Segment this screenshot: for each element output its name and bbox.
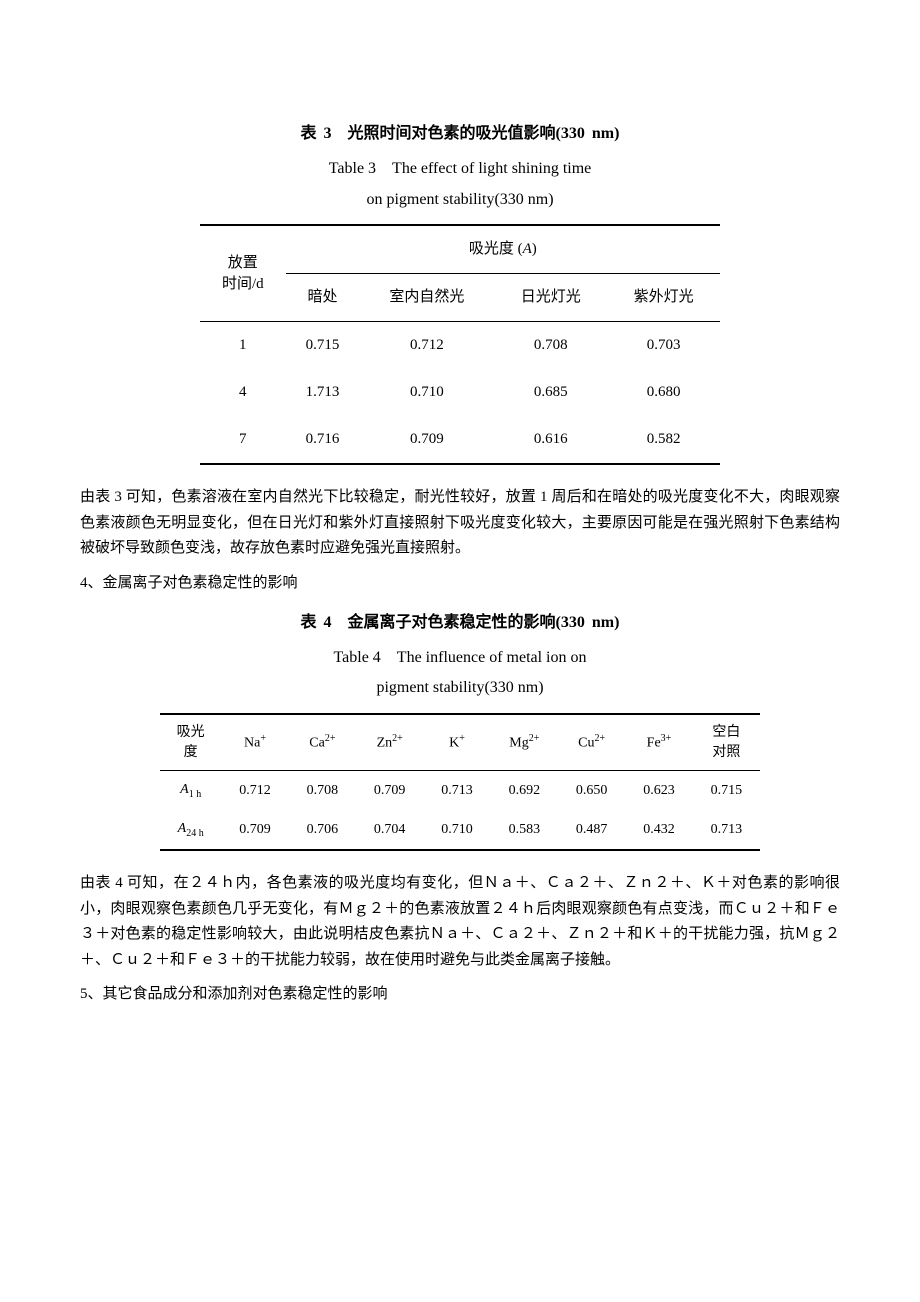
table4-header-absorbance: 吸光 度	[160, 714, 221, 771]
table4-section: 表 4 金属离子对色素稳定性的影响(330 nm) Table 4 The in…	[80, 609, 840, 851]
table4-title-cn: 表 4 金属离子对色素稳定性的影响(330 nm)	[80, 609, 840, 638]
table4-cell: 0.712	[221, 771, 288, 810]
table4-cell: 0.709	[221, 810, 288, 850]
table4: 吸光 度 Na+ Ca2+ Zn2+ K+ Mg2+ Cu2+ Fe3+ 空白 …	[160, 713, 760, 851]
table3-header-time: 放置 时间/d	[200, 225, 286, 322]
table4-cell: 0.432	[625, 810, 692, 850]
table4-cell: 0.704	[356, 810, 423, 850]
table3-title-en-line2: on pigment stability(330 nm)	[80, 186, 840, 215]
paragraph-after-table4: 由表 4 可知，在２４ｈ内，各色素液的吸光度均有变化，但Ｎａ＋、Ｃａ２＋、Ｚｎ２…	[80, 871, 840, 973]
table3-cell: 0.582	[607, 416, 720, 464]
table3-cell: 0.685	[494, 369, 607, 416]
table4-row-label: A1 h	[160, 771, 221, 810]
table4-cell: 0.623	[625, 771, 692, 810]
table4-row: A24 h 0.709 0.706 0.704 0.710 0.583 0.48…	[160, 810, 760, 850]
table4-cell: 0.710	[423, 810, 490, 850]
table4-header-zn: Zn2+	[356, 714, 423, 771]
table3-cell: 7	[200, 416, 286, 464]
table3-col-fluorescent: 日光灯光	[494, 274, 607, 322]
table4-title-en-line1: Table 4 The influence of metal ion on	[80, 644, 840, 673]
table4-header-fe: Fe3+	[625, 714, 692, 771]
table3-col-dark: 暗处	[286, 274, 360, 322]
table3-row: 7 0.716 0.709 0.616 0.582	[200, 416, 720, 464]
table3: 放置 时间/d 吸光度 (A) 暗处 室内自然光 日光灯光 紫外灯光 1 0.7…	[200, 224, 720, 465]
table4-cell: 0.715	[693, 771, 760, 810]
table4-cell: 0.583	[491, 810, 558, 850]
table4-title-en-line2: pigment stability(330 nm)	[80, 674, 840, 703]
table3-header-time-line2: 时间/d	[222, 276, 264, 292]
table3-title-cn: 表 3 光照时间对色素的吸光值影响(330 nm)	[80, 120, 840, 149]
section5-heading: 5、其它食品成分和添加剂对色素稳定性的影响	[80, 981, 840, 1008]
section4-heading: 4、金属离子对色素稳定性的影响	[80, 570, 840, 597]
paragraph-after-table3: 由表 3 可知，色素溶液在室内自然光下比较稳定，耐光性较好，放置 1 周后和在暗…	[80, 485, 840, 562]
table4-header-mg: Mg2+	[491, 714, 558, 771]
table3-col-indoor: 室内自然光	[359, 274, 494, 322]
table4-cell: 0.708	[289, 771, 356, 810]
table4-header-ca: Ca2+	[289, 714, 356, 771]
table3-row: 1 0.715 0.712 0.708 0.703	[200, 322, 720, 370]
table4-cell: 0.487	[558, 810, 625, 850]
table4-cell: 0.713	[423, 771, 490, 810]
table4-col0-line1: 吸光	[177, 725, 205, 740]
table4-blank-line2: 对照	[712, 745, 740, 760]
table3-cell: 0.703	[607, 322, 720, 370]
table4-cell: 0.709	[356, 771, 423, 810]
table4-cell: 0.706	[289, 810, 356, 850]
table4-blank-line1: 空白	[712, 725, 740, 740]
table3-cell: 0.716	[286, 416, 360, 464]
table3-cell: 0.708	[494, 322, 607, 370]
table3-cell: 0.712	[359, 322, 494, 370]
table4-cell: 0.713	[693, 810, 760, 850]
table4-row: A1 h 0.712 0.708 0.709 0.713 0.692 0.650…	[160, 771, 760, 810]
table3-cell: 0.616	[494, 416, 607, 464]
table4-col0-line2: 度	[184, 745, 198, 760]
table4-cell: 0.650	[558, 771, 625, 810]
table4-header-k: K+	[423, 714, 490, 771]
table3-cell: 0.710	[359, 369, 494, 416]
table4-header-na: Na+	[221, 714, 288, 771]
table4-cell: 0.692	[491, 771, 558, 810]
table3-section: 表 3 光照时间对色素的吸光值影响(330 nm) Table 3 The ef…	[80, 120, 840, 465]
table3-title-en-line1: Table 3 The effect of light shining time	[80, 155, 840, 184]
table3-header-absorbance: 吸光度 (A)	[286, 225, 720, 274]
table3-cell: 1.713	[286, 369, 360, 416]
table3-cell: 0.715	[286, 322, 360, 370]
table3-cell: 0.709	[359, 416, 494, 464]
table3-cell: 1	[200, 322, 286, 370]
table3-col-uv: 紫外灯光	[607, 274, 720, 322]
table3-header-time-line1: 放置	[228, 255, 258, 271]
table3-row: 4 1.713 0.710 0.685 0.680	[200, 369, 720, 416]
table4-header-blank: 空白 对照	[693, 714, 760, 771]
table4-row-label: A24 h	[160, 810, 221, 850]
table3-cell: 4	[200, 369, 286, 416]
table3-cell: 0.680	[607, 369, 720, 416]
table4-header-cu: Cu2+	[558, 714, 625, 771]
